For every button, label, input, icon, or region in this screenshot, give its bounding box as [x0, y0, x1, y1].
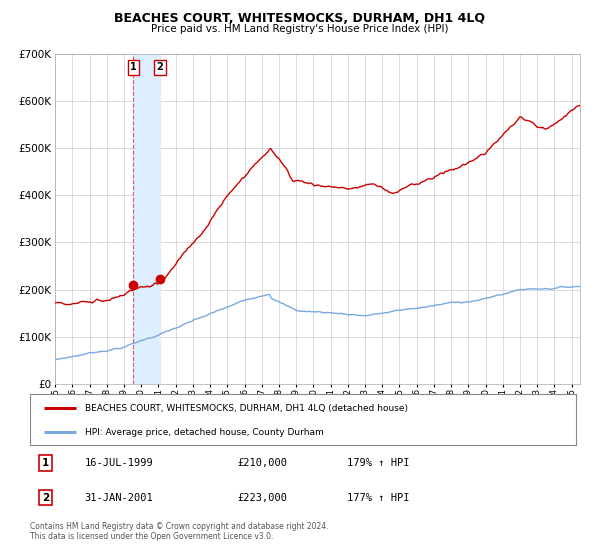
Text: 16-JUL-1999: 16-JUL-1999	[85, 458, 154, 468]
Text: BEACHES COURT, WHITESMOCKS, DURHAM, DH1 4LQ (detached house): BEACHES COURT, WHITESMOCKS, DURHAM, DH1 …	[85, 404, 407, 413]
Bar	[133, 54, 160, 384]
Text: £223,000: £223,000	[238, 492, 287, 502]
Text: 2: 2	[41, 492, 49, 502]
Text: 1: 1	[130, 63, 137, 72]
Text: 177% ↑ HPI: 177% ↑ HPI	[347, 492, 409, 502]
Text: 31-JAN-2001: 31-JAN-2001	[85, 492, 154, 502]
Text: 179% ↑ HPI: 179% ↑ HPI	[347, 458, 409, 468]
Text: 1: 1	[41, 458, 49, 468]
Text: £210,000: £210,000	[238, 458, 287, 468]
Text: 2: 2	[157, 63, 163, 72]
Text: Contains HM Land Registry data © Crown copyright and database right 2024.
This d: Contains HM Land Registry data © Crown c…	[30, 522, 329, 542]
Text: BEACHES COURT, WHITESMOCKS, DURHAM, DH1 4LQ: BEACHES COURT, WHITESMOCKS, DURHAM, DH1 …	[115, 12, 485, 25]
Text: Price paid vs. HM Land Registry's House Price Index (HPI): Price paid vs. HM Land Registry's House …	[151, 24, 449, 34]
Text: HPI: Average price, detached house, County Durham: HPI: Average price, detached house, Coun…	[85, 428, 323, 437]
